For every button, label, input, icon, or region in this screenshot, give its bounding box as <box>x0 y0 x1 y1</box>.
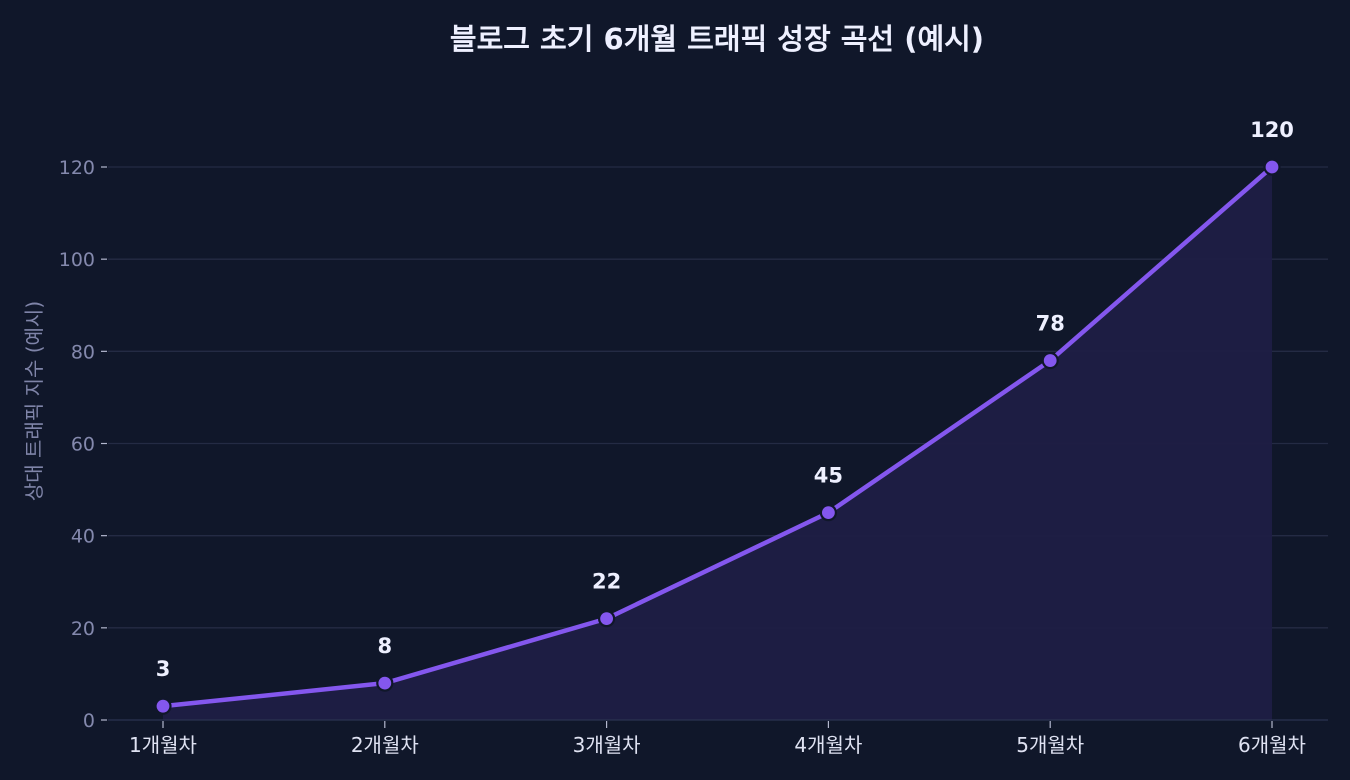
y-tick-label: 100 <box>59 249 95 271</box>
y-tick-label: 20 <box>71 618 95 640</box>
line-layer <box>160 164 1275 709</box>
x-tick-label: 5개월차 <box>1016 733 1084 757</box>
data-point <box>1263 158 1281 176</box>
data-label: 45 <box>814 464 843 488</box>
area-layer <box>163 167 1272 720</box>
series-line <box>160 164 1275 709</box>
y-tick-label: 60 <box>71 434 95 456</box>
y-axis-label: 상대 트래픽 지수 (예시) <box>22 301 46 501</box>
label-layer: 3 8 22 45 78 120 <box>156 118 1294 681</box>
marker-layer <box>154 158 1281 715</box>
series-area-fill <box>163 167 1272 720</box>
y-tick-label: 120 <box>59 157 95 179</box>
x-tick-label: 4개월차 <box>794 733 862 757</box>
data-point <box>819 504 838 522</box>
data-point <box>597 610 616 628</box>
data-label: 120 <box>1250 118 1294 142</box>
data-label: 8 <box>377 634 392 658</box>
x-tick-label: 2개월차 <box>351 733 419 757</box>
data-point <box>154 697 172 715</box>
x-tick-label: 6개월차 <box>1238 733 1306 757</box>
x-tick-label: 1개월차 <box>129 733 197 757</box>
y-tick-label: 0 <box>83 710 95 732</box>
data-label: 22 <box>592 570 621 594</box>
data-point <box>376 674 394 692</box>
y-tick-label: 80 <box>71 341 95 363</box>
data-label: 78 <box>1036 312 1065 336</box>
data-label: 3 <box>156 657 171 681</box>
chart-title: 블로그 초기 6개월 트래픽 성장 곡선 (예시) <box>450 22 984 56</box>
axis-layer: 0 20 40 60 80 100 120 1개월차 2개월차 3개월차 4개월차 5개월차 6개월차 <box>59 157 1328 757</box>
y-tick-label: 40 <box>71 526 95 548</box>
data-point <box>1041 351 1059 370</box>
x-tick-label: 3개월차 <box>573 733 641 757</box>
